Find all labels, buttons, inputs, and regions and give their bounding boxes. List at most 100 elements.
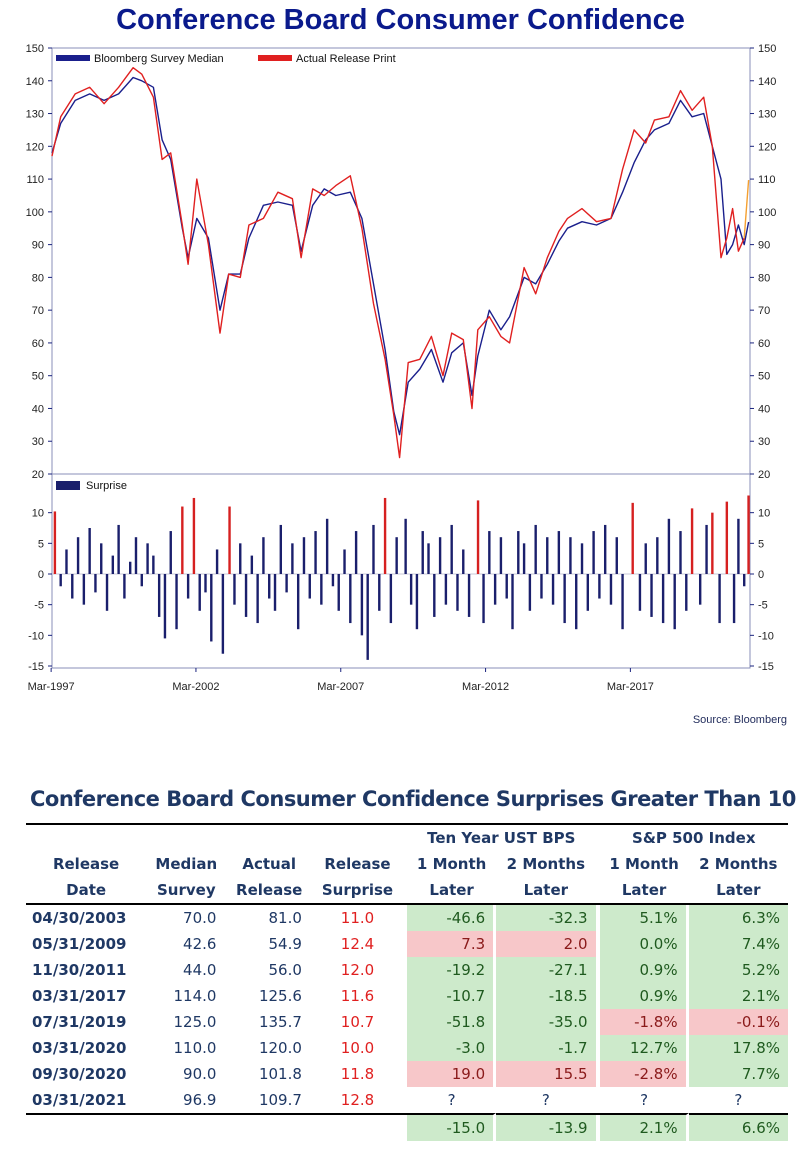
y2-tick-label-left: 0: [38, 569, 44, 581]
group-header-ust: Ten Year UST BPS: [407, 823, 596, 851]
surprise-bar: [505, 574, 508, 599]
cell-actual-release: 56.0: [268, 961, 302, 979]
surprise-bar: [383, 497, 387, 574]
header-date: Date: [26, 877, 147, 905]
surprise-bar: [404, 518, 407, 574]
y-tick-label-left: 80: [32, 272, 44, 284]
cell-release-date: 03/31/2017: [32, 987, 127, 1005]
cell-actual-release: 109.7: [258, 1091, 302, 1109]
y-tick-label-left: 20: [32, 469, 44, 481]
table-row: 05/31/2009 42.6 54.9 12.4 7.3 2.0 0.0% 7.4%: [26, 931, 788, 957]
y-tick-label-left: 110: [26, 174, 44, 186]
y-tick-label-right: 70: [758, 305, 770, 317]
surprise-bar: [661, 574, 665, 624]
cell-spx-2m: 6.3%: [688, 905, 788, 931]
y-tick-label-right: 130: [758, 109, 776, 121]
cell-ust-1m: 7.3: [407, 931, 497, 957]
surprise-bar: [690, 508, 694, 574]
surprise-bar: [650, 574, 653, 617]
header-actual: Actual: [242, 855, 296, 873]
cell-spx-2m: 17.8%: [688, 1035, 788, 1061]
average-row: -15.0 -13.9 2.1% 6.6%: [26, 1113, 788, 1141]
chart-title: Conference Board Consumer Confidence: [116, 4, 685, 36]
surprise-bar: [546, 537, 549, 574]
cell-actual-release: 125.6: [258, 987, 302, 1005]
cell-actual-release: 81.0: [268, 909, 302, 927]
y-tick-label-right: 60: [758, 338, 770, 350]
y2-tick-label-left: -15: [28, 661, 44, 673]
y-tick-label-left: 40: [32, 403, 44, 415]
y2-tick-label-left: -10: [28, 630, 44, 642]
surprise-bar: [415, 574, 419, 630]
surprise-bar: [569, 537, 572, 574]
legend-median-swatch: [56, 55, 90, 61]
surprise-bar: [598, 574, 601, 599]
y-tick-label-right: 110: [758, 174, 776, 186]
cell-spx-1m: 5.1%: [599, 905, 689, 931]
surprise-bar: [349, 574, 352, 624]
surprise-bar: [256, 574, 259, 624]
cell-ust-1m: -3.0: [407, 1035, 497, 1061]
header-release2: Release: [226, 877, 312, 905]
y2-tick-label-left: 5: [38, 538, 44, 550]
surprise-bar: [586, 574, 590, 611]
cell-release-date: 07/31/2019: [32, 1013, 127, 1031]
table-row: 09/30/2020 90.0 101.8 11.8 19.0 15.5 -2.8% 7.7%: [26, 1061, 788, 1087]
surprise-bar: [698, 574, 702, 605]
y-tick-label-left: 100: [26, 207, 44, 219]
surprise-bar: [456, 574, 459, 611]
surprise-bar: [499, 537, 503, 574]
surprise-bar: [123, 574, 126, 599]
surprise-bar: [540, 574, 543, 599]
surprise-bar: [476, 500, 480, 574]
surprise-bar: [488, 531, 491, 574]
surprise-bar: [111, 555, 115, 574]
y2-tick-label-right: -5: [758, 600, 768, 612]
header-spx-1m: 1 Month: [609, 855, 679, 873]
surprise-bar: [737, 518, 740, 574]
cell-ust-2m: -27.1: [496, 957, 596, 983]
surprise-bar: [88, 528, 91, 574]
surprise-bar: [534, 524, 537, 574]
surprise-bar: [609, 574, 613, 605]
cell-ust-1m: 19.0: [407, 1061, 497, 1087]
y-tick-label-left: 90: [32, 240, 44, 252]
legend-actual-swatch: [258, 55, 292, 61]
surprise-bar: [250, 555, 254, 574]
header-later-1: Later: [407, 877, 497, 905]
surprise-bar: [621, 574, 624, 630]
y-tick-label-right: 80: [758, 272, 770, 284]
header-survey: Survey: [146, 877, 227, 905]
y-tick-label-left: 50: [32, 371, 44, 383]
surprise-bar: [320, 574, 323, 605]
cell-actual-release: 54.9: [268, 935, 302, 953]
cell-release-surprise: 12.4: [340, 935, 375, 953]
surprise-bar: [94, 574, 97, 593]
y-tick-label-right: 40: [758, 403, 770, 415]
cell-median-survey: 114.0: [173, 987, 217, 1005]
cell-ust-2m: -35.0: [496, 1009, 596, 1035]
header-later-4: Later: [688, 877, 788, 905]
surprise-bar: [140, 574, 143, 587]
cell-spx-1m: -2.8%: [599, 1061, 689, 1087]
x-tick-label: Mar-2007: [317, 681, 364, 693]
surprise-bar: [462, 549, 465, 574]
cell-median-survey: 44.0: [183, 961, 217, 979]
cell-actual-release: 135.7: [258, 1013, 302, 1031]
surprise-bar: [239, 543, 242, 574]
cell-ust-1m: ?: [447, 1091, 456, 1109]
surprise-bar: [268, 574, 271, 599]
cell-median-survey: 90.0: [183, 1065, 217, 1083]
surprise-bar: [157, 574, 161, 617]
header-release: Release: [52, 855, 120, 873]
y2-tick-label-right: -10: [758, 630, 774, 642]
table-row: 04/30/2003 70.0 81.0 11.0 -46.6 -32.3 5.1% 6.3%: [26, 905, 788, 931]
y-tick-label-left: 30: [32, 436, 44, 448]
y-tick-label-right: 140: [758, 76, 776, 88]
bottom-plot-frame: [51, 473, 751, 669]
surprise-bar: [221, 574, 225, 654]
table-body: 04/30/2003 70.0 81.0 11.0 -46.6 -32.3 5.1% 6.3%…: [26, 905, 788, 1141]
table-row: 03/31/2020 110.0 120.0 10.0 -3.0 -1.7 12.7% 17.…: [26, 1035, 788, 1061]
surprise-bar: [644, 543, 647, 574]
cell-ust-1m: -10.7: [407, 983, 497, 1009]
